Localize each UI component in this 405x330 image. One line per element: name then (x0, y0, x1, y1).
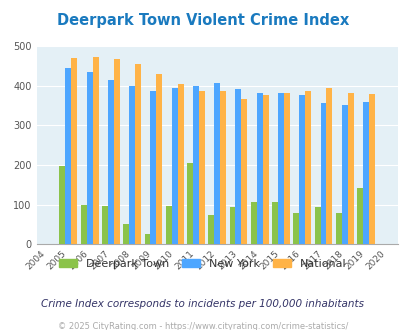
Text: Deerpark Town Violent Crime Index: Deerpark Town Violent Crime Index (57, 13, 348, 28)
Bar (177, 84, 183, 244)
Bar (65, 68, 71, 244)
Bar (314, 207, 320, 244)
Bar (129, 86, 135, 244)
Bar (81, 205, 87, 244)
Bar (187, 163, 192, 244)
Bar (108, 80, 114, 244)
Bar (123, 224, 129, 244)
Bar (305, 91, 310, 244)
Bar (60, 166, 65, 244)
Bar (87, 72, 92, 244)
Bar (256, 92, 262, 244)
Text: © 2025 CityRating.com - https://www.cityrating.com/crime-statistics/: © 2025 CityRating.com - https://www.city… (58, 322, 347, 330)
Bar (250, 202, 256, 244)
Bar (283, 92, 289, 244)
Bar (214, 83, 220, 244)
Bar (156, 74, 162, 244)
Bar (208, 214, 214, 244)
Bar (92, 57, 98, 244)
Bar (271, 202, 277, 244)
Bar (292, 213, 298, 244)
Bar (220, 91, 226, 244)
Bar (229, 207, 235, 244)
Bar (235, 89, 241, 244)
Bar (326, 88, 332, 244)
Bar (165, 206, 171, 244)
Bar (192, 86, 198, 244)
Bar (102, 206, 108, 244)
Bar (241, 99, 247, 244)
Bar (298, 95, 305, 244)
Bar (171, 88, 177, 244)
Legend: Deerpark Town, New York, National: Deerpark Town, New York, National (55, 254, 350, 273)
Bar (144, 234, 150, 244)
Bar (335, 213, 341, 244)
Bar (277, 93, 283, 244)
Bar (135, 64, 141, 244)
Bar (347, 93, 353, 244)
Bar (368, 94, 374, 244)
Bar (320, 103, 326, 244)
Bar (71, 58, 77, 244)
Bar (150, 91, 156, 244)
Bar (198, 90, 205, 244)
Text: Crime Index corresponds to incidents per 100,000 inhabitants: Crime Index corresponds to incidents per… (41, 299, 364, 309)
Bar (362, 102, 368, 244)
Bar (114, 59, 119, 244)
Bar (356, 187, 362, 244)
Bar (341, 105, 347, 244)
Bar (262, 95, 268, 244)
